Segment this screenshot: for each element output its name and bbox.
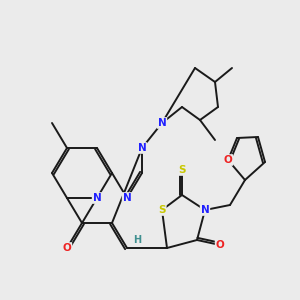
Text: O: O: [216, 240, 224, 250]
Text: O: O: [224, 155, 232, 165]
Text: N: N: [158, 118, 166, 128]
Text: N: N: [201, 205, 209, 215]
Text: S: S: [178, 165, 186, 175]
Text: O: O: [63, 243, 71, 253]
Text: N: N: [93, 193, 101, 203]
Text: N: N: [123, 193, 131, 203]
Text: S: S: [158, 205, 166, 215]
Text: H: H: [133, 235, 141, 245]
Text: N: N: [138, 143, 146, 153]
